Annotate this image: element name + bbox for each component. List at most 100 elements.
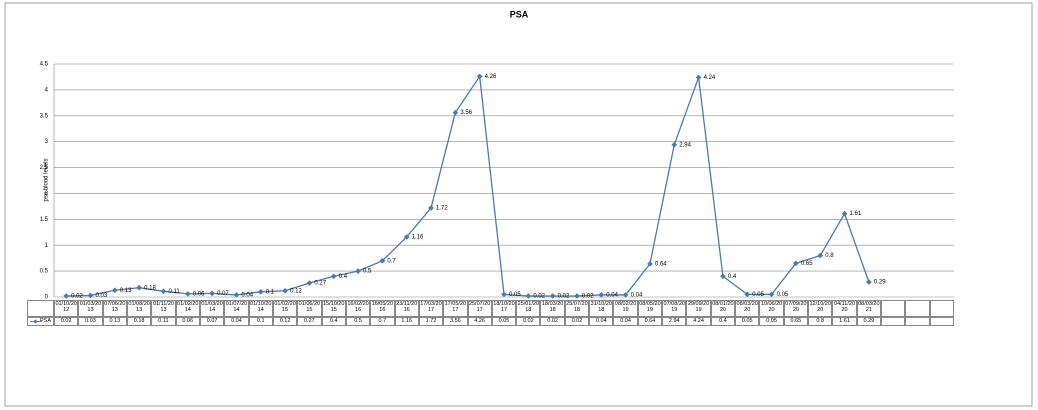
- table-value: 0.05: [759, 317, 784, 326]
- chart-title: PSA: [510, 9, 529, 19]
- data-point: [476, 73, 483, 80]
- y-tick-label: 3: [45, 139, 49, 145]
- x-tick-label: 04/11/2020: [832, 300, 857, 317]
- y-tick-label: 4: [45, 87, 49, 93]
- data-label: 0.04: [241, 293, 253, 299]
- table-value: 0.06: [175, 317, 200, 326]
- data-point: [793, 260, 799, 267]
- x-tick-label: 23/11/2016: [394, 300, 419, 317]
- data-label: 0.18: [144, 285, 156, 291]
- table-value: 0.02: [516, 317, 541, 326]
- table-value: 0.1: [248, 317, 273, 326]
- data-label: 0.02: [533, 294, 545, 300]
- table-value: 0.02: [540, 317, 565, 326]
- data-label: 0.29: [874, 280, 886, 286]
- data-label: 0.05: [777, 292, 789, 298]
- x-tick-label: 01/07/2014: [224, 300, 249, 317]
- data-point: [209, 290, 215, 297]
- data-label: 0.02: [71, 294, 83, 300]
- table-value: 0.29: [856, 317, 881, 326]
- y-tick-label: 4.5: [40, 62, 49, 68]
- data-point: [647, 261, 653, 267]
- x-tick-label: 07/06/2013: [102, 300, 127, 317]
- table-value: 0.04: [589, 317, 614, 326]
- data-label: 0.07: [217, 291, 229, 297]
- x-tick-label: 07/09/2020: [783, 300, 809, 317]
- x-tick-label: 31/10/2018: [589, 300, 614, 317]
- x-tick-label: 01/10/2012: [54, 300, 79, 317]
- x-tick-label: 16/05/2016: [370, 300, 395, 317]
- data-point: [452, 109, 459, 116]
- data-point: [744, 291, 751, 298]
- data-label: 4.26: [485, 74, 497, 80]
- data-point: [184, 291, 191, 297]
- data-point: [817, 252, 824, 259]
- table-value: 0.27: [297, 317, 322, 326]
- y-tick-label: 0.5: [40, 269, 49, 275]
- table-value: 0.18: [126, 317, 152, 326]
- data-point: [136, 284, 142, 291]
- x-tick-label: 01/06/2015: [297, 300, 322, 317]
- x-tick-label: 16/02/2016: [345, 300, 371, 317]
- data-label: 0.27: [314, 281, 326, 287]
- data-point: [841, 210, 848, 217]
- table-value: 1.72: [418, 317, 444, 326]
- table-value: 0.05: [735, 317, 760, 326]
- table-value: 0.04: [224, 317, 249, 326]
- x-tick-label: 08/02/2019: [613, 300, 638, 317]
- table-value: 0.13: [102, 317, 127, 326]
- data-label: 0.13: [120, 288, 132, 294]
- x-tick-label: 08/03/2021: [856, 300, 881, 317]
- x-tick-label: 07/08/2019: [662, 300, 687, 317]
- data-label: 0.8: [825, 253, 834, 259]
- x-tick-label: 08/01/2020: [710, 300, 736, 317]
- data-label: 0.5: [363, 269, 372, 275]
- legend-entry: PSA: [27, 317, 54, 326]
- table-value: 1.61: [832, 317, 857, 326]
- data-point: [233, 292, 240, 298]
- table-value: 0.04: [613, 317, 638, 326]
- table-value: 0.8: [808, 317, 833, 326]
- table-value: 4.26: [467, 317, 492, 326]
- data-label: 1.72: [436, 206, 448, 212]
- data-point: [622, 292, 629, 298]
- data-label: 1.61: [850, 211, 862, 217]
- data-label: 0.4: [728, 274, 737, 280]
- x-tick-label: 25/07/2018: [564, 300, 590, 317]
- data-label: 0.06: [193, 291, 205, 297]
- x-tick-label: 17/03/2017: [418, 300, 444, 317]
- table-value: 0.05: [491, 317, 517, 326]
- x-tick-label: [905, 300, 930, 317]
- x-tick-label: [881, 300, 906, 317]
- data-point: [501, 291, 507, 298]
- data-label: 0.65: [801, 261, 813, 267]
- data-point: [598, 292, 605, 298]
- data-label: 1.16: [412, 235, 424, 241]
- table-value: [929, 317, 954, 326]
- data-label: 0.03: [95, 293, 107, 299]
- x-tick-label: 25/01/2018: [516, 300, 541, 317]
- series-line: [66, 74, 870, 297]
- data-label: 4.24: [704, 75, 716, 81]
- data-label: 0.4: [339, 274, 348, 280]
- x-tick-label: 15/10/2015: [321, 300, 346, 317]
- table-value: [905, 317, 930, 326]
- data-point: [160, 288, 167, 295]
- data-point: [768, 291, 775, 298]
- x-tick-label: 01/02/2014: [175, 300, 200, 317]
- x-tick-label: [929, 300, 954, 317]
- y-tick-label: 1.5: [40, 217, 49, 223]
- chart-border: [4, 2, 1033, 407]
- data-point: [720, 273, 726, 280]
- x-tick-label: 18/03/2018: [540, 300, 565, 317]
- x-tick-label: 01/02/2015: [272, 300, 298, 317]
- table-value: 0.03: [78, 317, 103, 326]
- data-label: 0.04: [631, 293, 643, 299]
- table-value: 4.24: [686, 317, 711, 326]
- table-value: 0.5: [345, 317, 371, 326]
- data-label: 0.05: [509, 292, 521, 298]
- table-value: 0.7: [370, 317, 395, 326]
- table-value: 0.02: [564, 317, 590, 326]
